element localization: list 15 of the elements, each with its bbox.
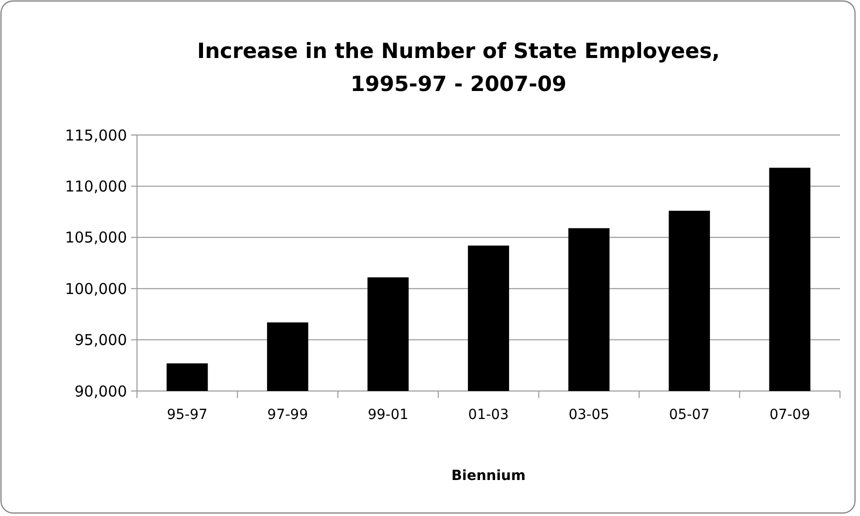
y-tick-label: 110,000 bbox=[64, 177, 127, 196]
x-tick-label: 97-99 bbox=[267, 407, 308, 423]
x-tick-label: 99-01 bbox=[368, 407, 408, 423]
x-tick-label: 95-97 bbox=[166, 407, 208, 423]
y-tick-label: 115,000 bbox=[64, 126, 127, 144]
x-tick-label: 05-07 bbox=[669, 407, 710, 423]
y-tick-label: 95,000 bbox=[74, 331, 127, 350]
y-tick-label: 90,000 bbox=[74, 382, 127, 400]
x-tick-label: 07-09 bbox=[769, 407, 810, 423]
x-axis-title: Biennium bbox=[451, 468, 526, 484]
y-tick-label: 100,000 bbox=[64, 280, 127, 298]
chart-title: Increase in the Number of State Employees, 1995-97 - 2007-09 bbox=[197, 39, 720, 96]
x-tick-label: 01-03 bbox=[468, 407, 509, 423]
y-tick-label: 105,000 bbox=[64, 228, 127, 247]
x-tick-label: 03-05 bbox=[568, 407, 610, 423]
